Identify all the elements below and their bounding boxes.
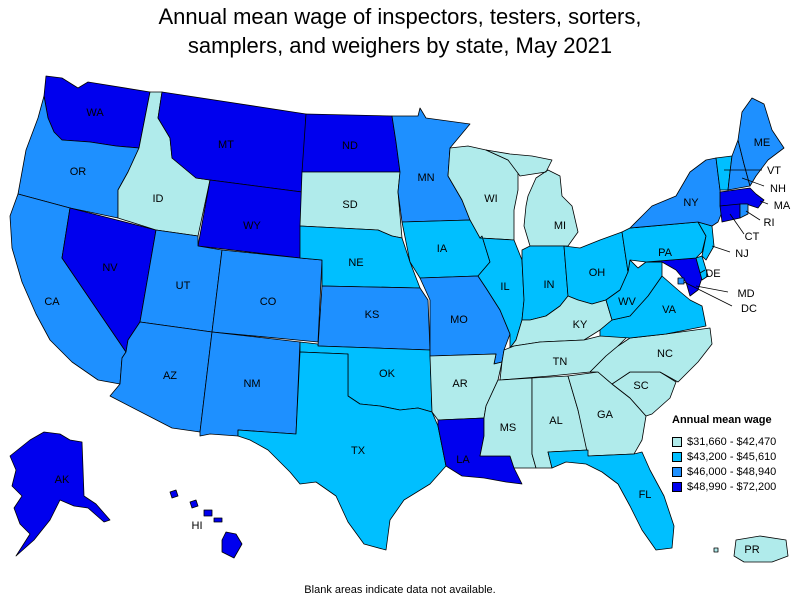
label-ar: AR bbox=[452, 378, 467, 390]
title-line-2: samplers, and weighers by state, May 202… bbox=[187, 33, 613, 58]
label-ga: GA bbox=[597, 409, 614, 421]
label-la: LA bbox=[456, 454, 470, 466]
label-in: IN bbox=[544, 279, 555, 291]
label-nj: NJ bbox=[735, 248, 748, 260]
label-ia: IA bbox=[437, 243, 448, 255]
title-line-1: Annual mean wage of inspectors, testers,… bbox=[158, 4, 642, 29]
state-co[interactable] bbox=[211, 249, 323, 343]
label-mt: MT bbox=[218, 139, 234, 151]
legend-title: Annual mean wage bbox=[672, 414, 772, 426]
leader-ma bbox=[759, 200, 769, 205]
label-md: MD bbox=[737, 288, 754, 300]
legend-item: $43,200 - $45,610 bbox=[672, 449, 800, 464]
state-ks[interactable] bbox=[317, 285, 431, 351]
label-fl: FL bbox=[639, 489, 652, 501]
label-wy: WY bbox=[243, 220, 261, 232]
legend-label: $48,990 - $72,200 bbox=[687, 480, 777, 493]
label-de: DE bbox=[705, 268, 720, 280]
leader-ri bbox=[745, 210, 761, 221]
map-title: Annual mean wage of inspectors, testers,… bbox=[0, 2, 800, 60]
label-tn: TN bbox=[553, 356, 568, 368]
label-ma: MA bbox=[774, 200, 791, 212]
legend-swatch bbox=[672, 436, 682, 447]
legend-label: $43,200 - $45,610 bbox=[687, 450, 777, 463]
state-me[interactable] bbox=[737, 97, 785, 187]
state-labels: WA OR CA NV ID MT WY UT AZ CO NM ND SD N… bbox=[44, 107, 791, 556]
label-pr: PR bbox=[744, 544, 759, 556]
label-wi: WI bbox=[484, 193, 497, 205]
state-fl[interactable] bbox=[547, 449, 675, 551]
state-wi[interactable] bbox=[447, 145, 519, 241]
state-ny[interactable] bbox=[629, 157, 723, 229]
legend-label: $31,660 - $42,470 bbox=[687, 435, 777, 448]
legend-item: $46,000 - $48,940 bbox=[672, 464, 800, 479]
label-ca: CA bbox=[44, 296, 60, 308]
label-co: CO bbox=[260, 296, 277, 308]
label-va: VA bbox=[662, 304, 677, 316]
label-tx: TX bbox=[351, 445, 366, 457]
label-ut: UT bbox=[176, 280, 191, 292]
leader-de bbox=[699, 269, 706, 274]
label-sd: SD bbox=[342, 199, 357, 211]
legend-swatch bbox=[672, 466, 682, 477]
legend-label: $46,000 - $48,940 bbox=[687, 465, 777, 478]
label-ky: KY bbox=[573, 319, 588, 331]
state-hi[interactable] bbox=[169, 489, 243, 559]
state-pr[interactable] bbox=[733, 535, 789, 563]
label-nh: NH bbox=[770, 183, 786, 195]
label-oh: OH bbox=[589, 267, 606, 279]
legend-swatch bbox=[672, 481, 682, 492]
label-ny: NY bbox=[683, 197, 699, 209]
pr-islet bbox=[713, 547, 719, 553]
label-pa: PA bbox=[658, 247, 673, 259]
label-nm: NM bbox=[243, 378, 260, 390]
label-ks: KS bbox=[365, 309, 380, 321]
state-ne[interactable] bbox=[299, 225, 421, 289]
label-mo: MO bbox=[450, 314, 468, 326]
label-ne: NE bbox=[348, 257, 363, 269]
label-hi: HI bbox=[192, 520, 203, 532]
state-ri[interactable] bbox=[739, 203, 749, 219]
label-al: AL bbox=[549, 415, 562, 427]
state-ct[interactable] bbox=[719, 203, 741, 223]
label-wa: WA bbox=[86, 107, 104, 119]
label-az: AZ bbox=[163, 370, 177, 382]
label-ms: MS bbox=[500, 422, 517, 434]
label-wv: WV bbox=[618, 296, 636, 308]
label-me: ME bbox=[754, 137, 771, 149]
label-sc: SC bbox=[633, 380, 648, 392]
label-id: ID bbox=[153, 193, 164, 205]
label-il: IL bbox=[500, 281, 509, 293]
leader-md bbox=[695, 285, 729, 293]
label-mn: MN bbox=[417, 172, 434, 184]
state-mi[interactable] bbox=[485, 149, 579, 247]
label-ak: AK bbox=[55, 474, 70, 486]
leader-nj bbox=[711, 245, 731, 253]
state-dc[interactable] bbox=[677, 277, 685, 285]
label-ct: CT bbox=[745, 231, 760, 243]
state-ak[interactable] bbox=[9, 431, 111, 557]
footnote: Blank areas indicate data not available. bbox=[304, 584, 496, 596]
state-tx[interactable] bbox=[237, 351, 447, 551]
leader-ct bbox=[729, 213, 745, 235]
leader-dc bbox=[683, 281, 733, 307]
label-or: OR bbox=[70, 166, 87, 178]
legend: Annual mean wage $31,660 - $42,470 $43,2… bbox=[672, 414, 800, 494]
label-nc: NC bbox=[657, 348, 673, 360]
label-ok: OK bbox=[379, 368, 396, 380]
legend-swatch bbox=[672, 451, 682, 462]
label-vt: VT bbox=[767, 165, 781, 177]
label-mi: MI bbox=[554, 220, 566, 232]
legend-item: $48,990 - $72,200 bbox=[672, 479, 800, 494]
label-nv: NV bbox=[102, 262, 118, 274]
legend-item: $31,660 - $42,470 bbox=[672, 434, 800, 449]
label-dc: DC bbox=[741, 303, 757, 315]
leader-nh bbox=[741, 177, 765, 187]
label-nd: ND bbox=[342, 140, 358, 152]
label-ri: RI bbox=[764, 217, 775, 229]
